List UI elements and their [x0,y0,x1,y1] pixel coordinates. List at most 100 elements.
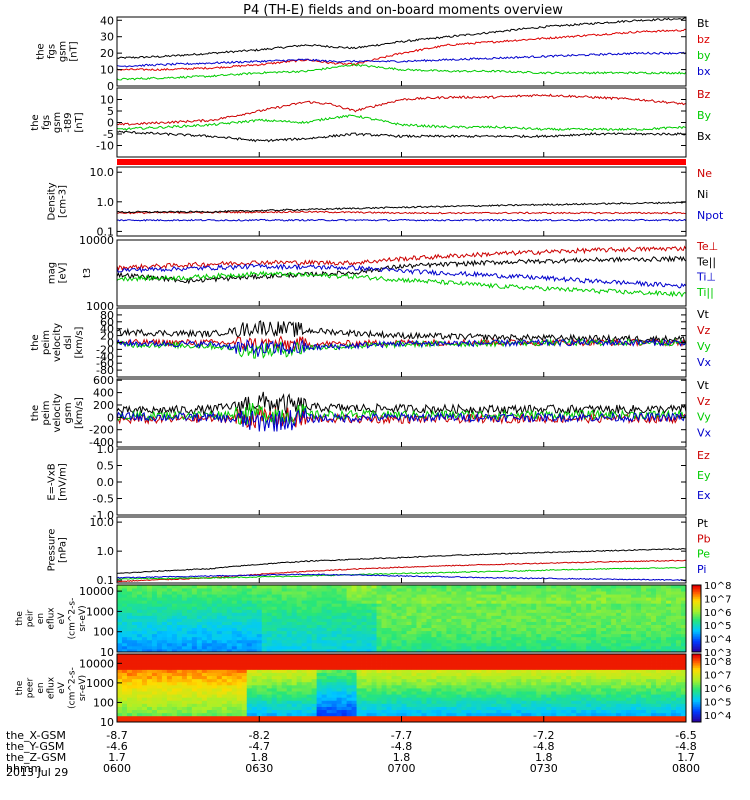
spectrogram-cell [251,712,258,717]
spectrogram-cell [496,672,502,677]
spectrogram-cell [326,591,333,595]
spectrogram-cell [121,672,128,677]
y-axis-label: (cm^2-s- [68,598,78,640]
spectrogram-cell [436,715,442,720]
spectrogram-cell [221,612,228,616]
spectrogram-cell [546,597,552,601]
spectrogram-cell [361,627,367,632]
spectrogram-cell [461,694,467,698]
spectrogram-cell [566,660,572,664]
spectrogram-cell [276,600,283,604]
spectrogram-cell [311,715,318,720]
spectrogram-cell [451,663,457,667]
spectrogram-cell [611,630,617,635]
spectrogram-cell [117,624,123,629]
spectrogram-cell [161,697,168,701]
spectrogram-cell [316,657,323,661]
spectrogram-cell [646,594,652,598]
spectrogram-cell [231,663,238,667]
spectrogram-cell [551,654,557,658]
spectrogram-cell [571,630,577,635]
spectrogram-cell [221,633,228,638]
spectrogram-cell [321,633,328,638]
spectrogram-cell [326,712,333,717]
spectrogram-cell [571,588,577,592]
spectrogram-cell [396,666,402,670]
spectrogram-cell [641,591,647,595]
spectrogram-cell [361,669,367,673]
spectrogram-cell [381,615,387,619]
spectrogram-cell [541,618,547,622]
spectrogram-cell [551,615,557,619]
spectrogram-cell [566,663,572,667]
spectrogram-cell [436,672,442,677]
spectrogram-cell [361,675,367,680]
spectrogram-cell [516,691,522,695]
spectrogram-cell [131,615,138,619]
spectrogram-cell [211,703,218,707]
spectrogram-cell [386,706,392,711]
spectrogram-cell [251,597,258,601]
spectrogram-cell [186,715,193,720]
spectrogram-cell [381,657,387,661]
spectrogram-cell [331,684,338,689]
spectrogram-cell [551,660,557,664]
spectrogram-cell [531,630,537,635]
spectrogram-cell [671,642,677,647]
spectrogram-cell [351,624,357,629]
spectrogram-cell [151,660,158,664]
colorbar-cell [692,625,701,628]
spectrogram-cell [156,645,163,650]
spectrogram-cell [251,639,258,644]
spectrogram-cell [146,663,153,667]
spectrogram-cell [451,678,457,683]
spectrogram-cell [376,588,382,592]
spectrogram-cell [331,691,338,695]
spectrogram-cell [331,703,338,707]
spectrogram-cell [506,691,512,695]
spectrogram-cell [481,706,487,711]
spectrogram-cell [311,691,318,695]
spectrogram-cell [556,688,562,692]
spectrogram-cell [231,681,238,686]
spectrogram-cell [356,591,362,595]
spectrogram-cell [126,630,133,635]
y-axis-label: eV [57,612,67,625]
spectrogram-cell [331,612,338,616]
spectrogram-cell [186,597,193,601]
spectrogram-cell [386,606,392,610]
spectrogram-cell [326,624,333,629]
spectrogram-cell [536,621,542,625]
spectrogram-cell [171,694,178,698]
spectrogram-cell [316,715,323,720]
spectrogram-cell [161,712,168,717]
spectrogram-cell [656,615,662,619]
spectrogram-cell [536,681,542,686]
spectrogram-cell [336,712,342,717]
spectrogram-cell [411,657,417,661]
colorbar-cell [692,590,701,593]
spectrogram-cell [301,597,308,601]
spectrogram-cell [191,703,198,707]
spectrogram-cell [361,709,367,714]
spectrogram-cell [181,585,188,589]
spectrogram-cell [366,621,372,625]
spectrogram-cell [591,618,597,622]
spectrogram-cell [326,627,333,632]
spectrogram-cell [466,700,472,704]
y-axis-label: fgs [41,115,52,130]
spectrogram-cell [541,597,547,601]
spectrogram-cell [551,609,557,613]
spectrogram-cell [481,675,487,680]
spectrogram-cell [566,666,572,670]
spectrogram-cell [301,660,308,664]
spectrogram-cell [117,663,123,667]
spectrogram-cell [466,597,472,601]
spectrogram-cell [396,675,402,680]
spectrogram-cell [171,588,178,592]
spectrogram-cell [541,645,547,650]
spectrogram-cell [296,715,303,720]
series-line-velocity-gsm-2 [116,402,687,427]
spectrogram-cell [651,603,657,607]
spectrogram-cell [191,597,198,601]
